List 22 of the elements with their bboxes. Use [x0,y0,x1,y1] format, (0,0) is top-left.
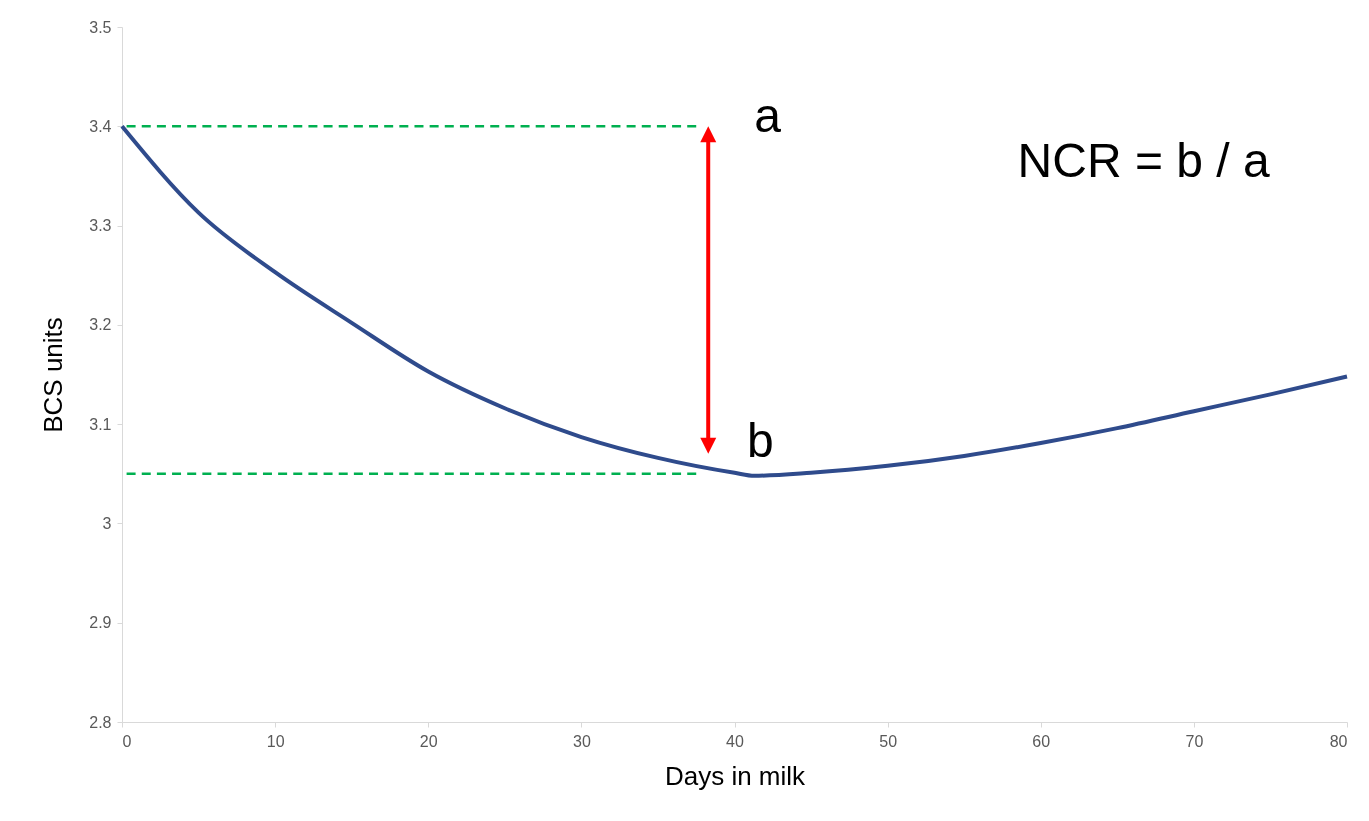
x-tick-label: 10 [266,732,285,750]
y-tick-label: 2.9 [89,614,112,632]
y-tick-label: 2.8 [89,713,112,731]
x-axis-title: Days in milk [664,760,807,791]
y-tick-label: 3 [102,514,112,532]
x-tick-label: 70 [1185,732,1204,750]
x-tick-label: 60 [1032,732,1051,750]
x-tick-label: 40 [726,732,744,750]
annotation: NCR = b / a [1017,134,1270,188]
y-tick-label: 3.3 [89,217,112,235]
x-tick-label: 20 [419,732,438,750]
y-tick-label: 3.2 [89,316,112,334]
y-axis-title: BCS units [38,317,69,433]
x-tick-label: 80 [1329,732,1348,750]
x-tick-label: 0 [122,732,132,750]
annotation: b [746,414,774,468]
x-tick-label: 30 [572,732,591,750]
y-tick-label: 3.4 [89,117,112,135]
y-tick-label: 3.5 [89,18,112,36]
y-tick-label: 3.1 [89,415,112,433]
annotation: a [754,89,782,143]
x-tick-label: 50 [879,732,898,750]
